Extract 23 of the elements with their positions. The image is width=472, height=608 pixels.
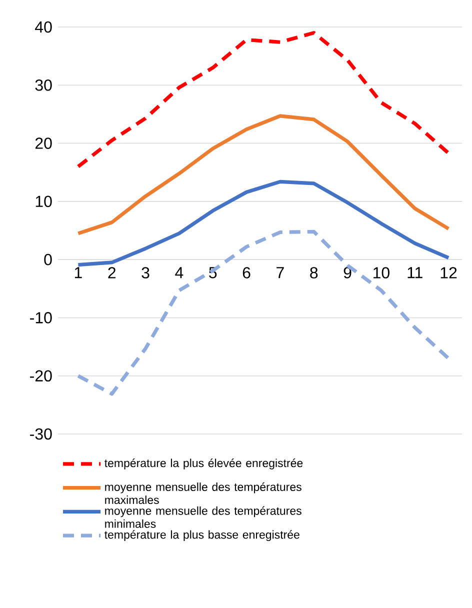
x-tick-label: 8: [310, 267, 318, 278]
x-tick-label: 7: [276, 267, 284, 278]
y-tick-label: -10: [30, 312, 52, 324]
x-tick-label: 10: [374, 267, 390, 278]
y-tick-label: -20: [30, 370, 52, 382]
y-tick-label: 20: [35, 138, 52, 149]
y-tick-label: 40: [35, 21, 52, 33]
x-tick-label: 12: [440, 267, 457, 278]
y-tick-label: -30: [30, 428, 52, 440]
y-tick-label: 10: [36, 196, 52, 208]
line-series: [76, 114, 450, 236]
y-tick-label: 0: [44, 254, 52, 266]
line-series: [76, 31, 450, 168]
x-tick-label: 4: [175, 267, 184, 278]
x-tick-label: 6: [242, 267, 250, 278]
legend-label: température la plus élevée enregistrée: [104, 458, 303, 470]
x-tick-label: 1: [74, 267, 82, 278]
line-series: [76, 180, 450, 267]
legend-label: température la plus basse enregistrée: [104, 530, 300, 542]
x-tick-label: 11: [408, 267, 422, 278]
x-tick-label: 3: [142, 267, 150, 278]
y-tick-label: 30: [35, 79, 52, 91]
x-tick-label: 2: [108, 267, 116, 278]
